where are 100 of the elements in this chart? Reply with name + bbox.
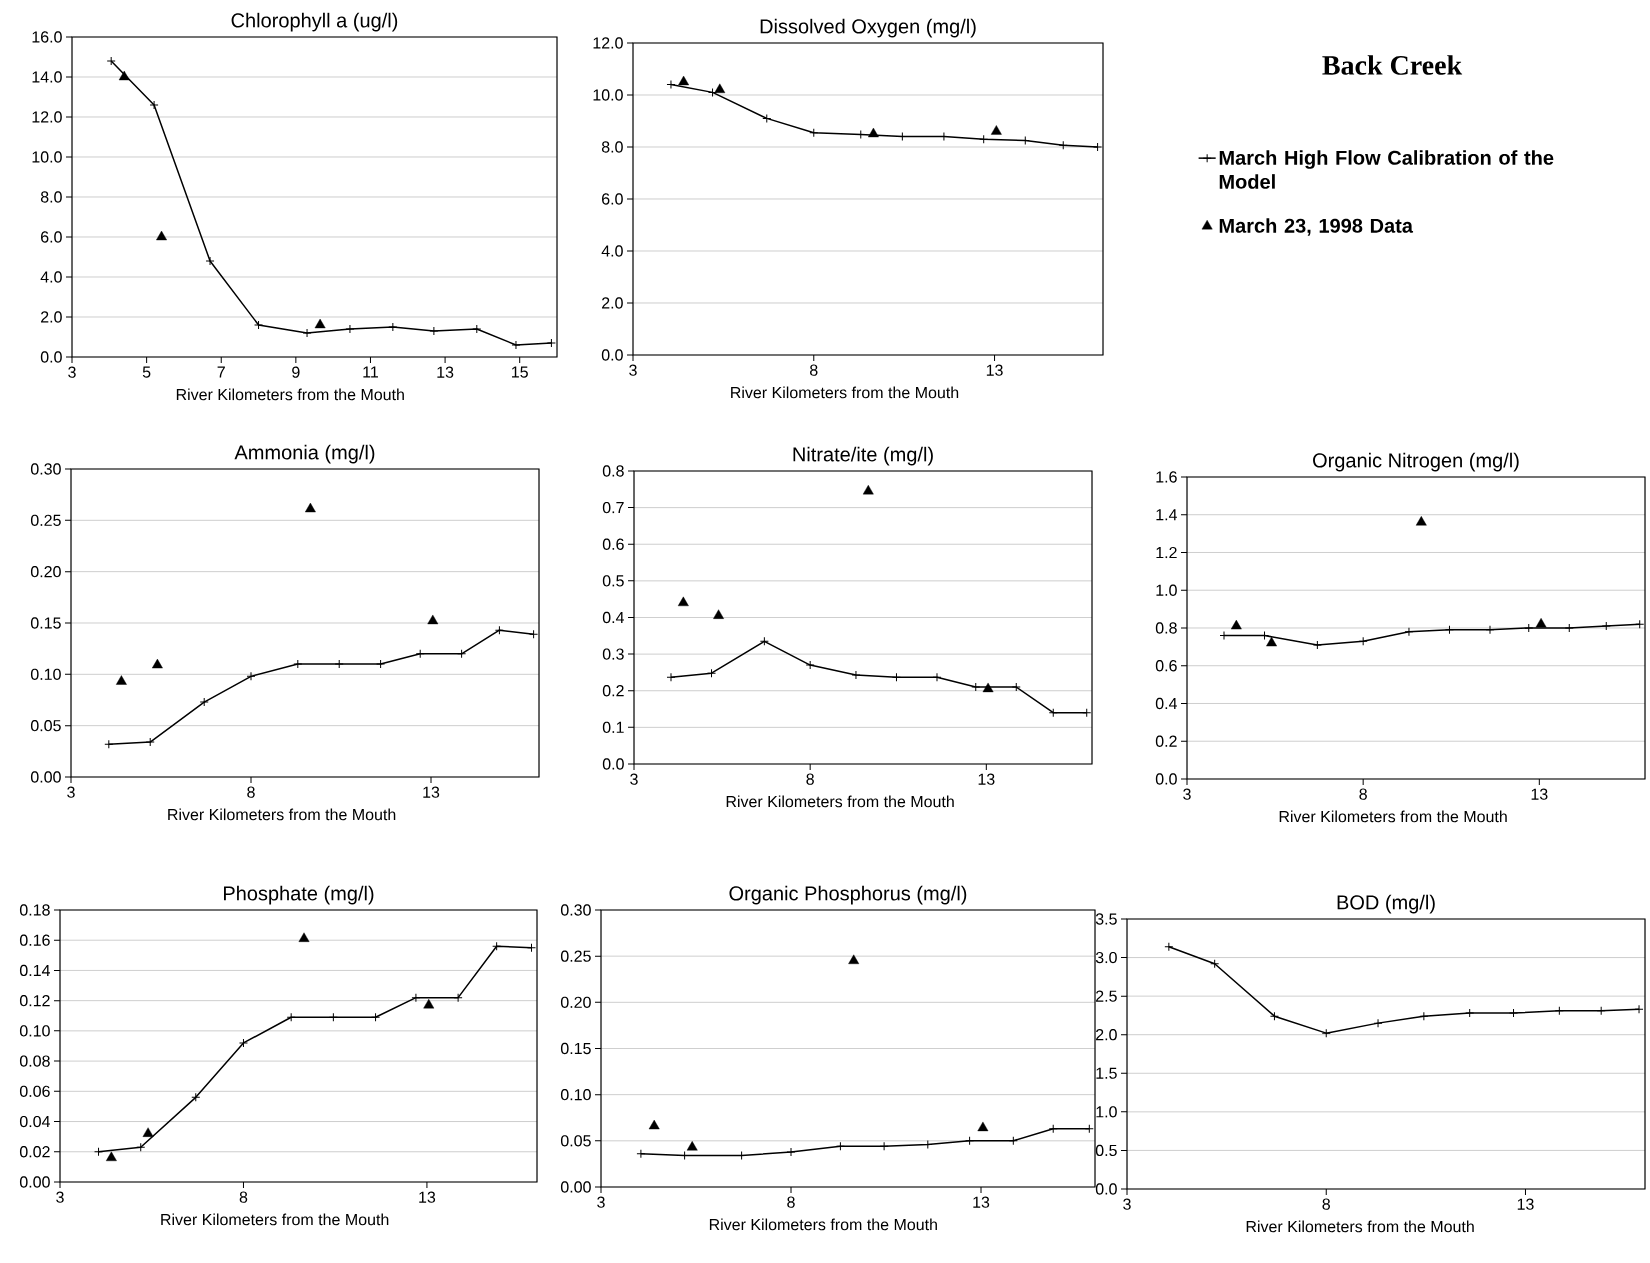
point <box>848 954 860 964</box>
point <box>1404 627 1414 637</box>
point <box>302 328 312 338</box>
text: Back Creek <box>1322 55 1463 75</box>
point <box>835 1141 845 1151</box>
y-tick-label: 8.0 <box>601 141 623 153</box>
chart-title: Chlorophyll a (ug/l) <box>231 12 398 32</box>
legend-label: March High Flow Calibration of the Model <box>1219 150 1554 189</box>
y-tick-label: 1.6 <box>1156 471 1177 483</box>
point <box>666 672 676 682</box>
legend-label: March 23, 1998 Data <box>1219 218 1414 236</box>
point <box>149 100 159 110</box>
point <box>334 659 344 669</box>
point <box>453 993 463 1003</box>
x-tick-label: 13 <box>437 366 454 378</box>
point <box>1564 623 1574 633</box>
x-tick-label: 15 <box>512 366 528 378</box>
point <box>1415 516 1427 526</box>
y-tick-label: 12.0 <box>593 37 623 49</box>
point <box>759 636 769 646</box>
x-tick-label: 5 <box>142 366 151 378</box>
point <box>1011 682 1021 692</box>
point <box>238 1038 248 1048</box>
y-tick-label: 0.2 <box>602 685 624 697</box>
y-tick-label: 1.0 <box>1096 1106 1117 1118</box>
x-tick-label: 3 <box>1123 1198 1131 1210</box>
y-tick-label: 0.5 <box>602 575 624 587</box>
x-tick-label: 8 <box>810 364 818 376</box>
point <box>293 659 303 669</box>
point <box>1230 619 1242 630</box>
point <box>809 128 819 138</box>
x-axis-title: River Kilometers from the Mouth <box>709 1218 937 1231</box>
point <box>411 993 421 1003</box>
y-tick-label: 0.2 <box>1155 735 1177 747</box>
y-tick-label: 14.0 <box>32 71 62 83</box>
point <box>246 671 256 681</box>
x-tick-label: 8 <box>1359 788 1367 800</box>
point <box>118 70 130 81</box>
y-tick-label: 0.15 <box>30 617 61 629</box>
point <box>1093 142 1103 152</box>
y-tick-label: 2.0 <box>41 311 62 323</box>
x-tick-label: 9 <box>292 366 300 378</box>
y-tick-label: 0.25 <box>30 514 61 526</box>
x-tick-label: 3 <box>1183 788 1191 800</box>
y-tick-label: 3.0 <box>1095 951 1117 964</box>
point <box>106 56 116 66</box>
x-tick-label: 8 <box>239 1191 248 1203</box>
point <box>1535 618 1547 628</box>
x-tick-label: 3 <box>629 364 637 376</box>
point <box>1601 621 1611 631</box>
point <box>199 697 209 707</box>
point <box>546 338 556 348</box>
x-tick-label: 8 <box>1322 1198 1330 1210</box>
point <box>1210 959 1220 969</box>
point <box>805 660 815 670</box>
y-tick-label: 16.0 <box>32 31 62 43</box>
y-tick-label: 0.12 <box>19 994 50 1007</box>
x-tick-label: 8 <box>787 1196 795 1208</box>
y-tick-label: 2.0 <box>1096 1029 1117 1041</box>
point <box>1485 625 1495 635</box>
x-axis-title: River Kilometers from the Mouth <box>1279 810 1507 823</box>
y-tick-label: 1.2 <box>1156 546 1177 559</box>
point <box>1373 1018 1383 1028</box>
point <box>1048 708 1058 718</box>
point <box>314 318 326 329</box>
chart-title: Ammonia (mg/l) <box>234 444 375 464</box>
y-tick-label: 6.0 <box>41 231 62 243</box>
point <box>1008 1136 1018 1146</box>
point <box>156 230 167 241</box>
point <box>1048 1124 1058 1134</box>
point <box>1164 942 1174 952</box>
point <box>971 682 981 692</box>
point <box>191 1092 201 1102</box>
point <box>427 614 439 625</box>
point <box>492 941 502 951</box>
y-tick-label: 3.5 <box>1095 913 1117 925</box>
y-tick-label: 0.05 <box>560 1135 591 1147</box>
y-tick-label: 0.15 <box>560 1042 591 1055</box>
point <box>1058 140 1068 150</box>
point <box>965 1136 975 1146</box>
y-tick-label: 2.0 <box>602 297 623 309</box>
point <box>1554 1006 1564 1016</box>
y-tick-label: 0.14 <box>19 964 50 977</box>
y-tick-label: 0.30 <box>560 904 591 916</box>
point <box>415 649 425 659</box>
point <box>328 1012 338 1022</box>
point <box>979 134 989 144</box>
x-axis-title: River Kilometers from the Mouth <box>161 1213 389 1226</box>
point <box>1596 1006 1606 1016</box>
y-tick-label: 1.5 <box>1096 1067 1117 1079</box>
point <box>862 484 874 495</box>
x-tick-label: 13 <box>986 364 1003 376</box>
point <box>429 326 439 336</box>
y-tick-label: 4.0 <box>40 271 62 283</box>
x-tick-label: 13 <box>423 786 440 798</box>
x-tick-label: 7 <box>217 366 225 378</box>
point <box>851 670 861 680</box>
point <box>1082 708 1092 718</box>
point <box>423 998 435 1009</box>
y-tick-label: 0.08 <box>19 1055 50 1067</box>
